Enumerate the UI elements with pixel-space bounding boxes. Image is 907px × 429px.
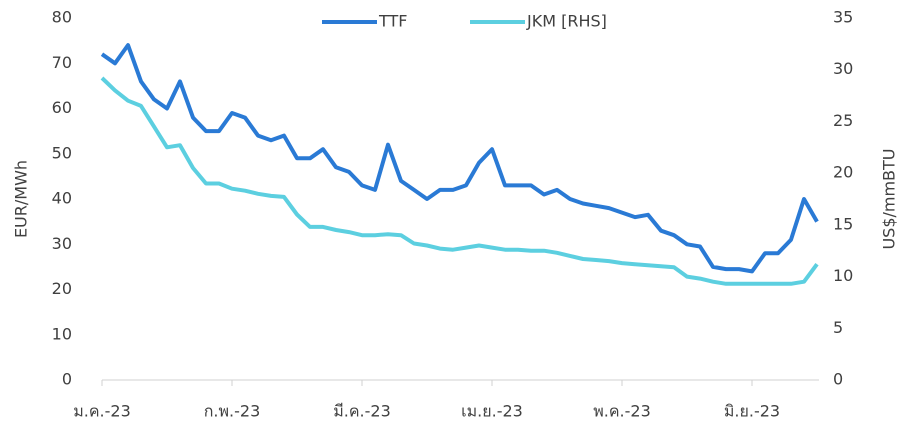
y-tick-label: 80 xyxy=(52,8,72,27)
y-tick-label: 70 xyxy=(52,53,72,72)
series-line xyxy=(100,43,819,274)
y-tick-label: 30 xyxy=(52,234,72,253)
y-tick-label: 10 xyxy=(52,324,72,343)
y2-tick-label: 5 xyxy=(833,318,843,337)
y-tick-label: 60 xyxy=(52,98,72,117)
y-tick-label: 40 xyxy=(52,189,72,208)
x-tick-label: ก.พ.-23 xyxy=(204,402,261,421)
y2-tick-label: 35 xyxy=(833,8,853,27)
y-tick-label: 20 xyxy=(52,279,72,298)
x-tick-label: เม.ย.-23 xyxy=(461,402,523,421)
y2-tick-label: 15 xyxy=(833,214,853,233)
y-axis-label: EUR/MWh xyxy=(12,160,31,238)
x-tick-label: ม.ค.-23 xyxy=(73,402,131,421)
legend-label: JKM [RHS] xyxy=(526,12,607,31)
y-tick-label: 50 xyxy=(52,143,72,162)
y2-tick-label: 20 xyxy=(833,163,853,182)
y2-tick-label: 0 xyxy=(833,370,843,389)
x-tick-label: พ.ค.-23 xyxy=(593,402,651,421)
x-tick-label: มี.ค.-23 xyxy=(333,402,391,421)
y2-tick-label: 30 xyxy=(833,59,853,78)
y2-tick-label: 25 xyxy=(833,111,853,130)
series-line xyxy=(100,76,819,286)
y2-tick-label: 10 xyxy=(833,266,853,285)
y2-axis-label: US$/mmBTU xyxy=(880,148,899,249)
y-tick-label: 0 xyxy=(62,370,72,389)
legend-label: TTF xyxy=(378,12,407,31)
x-tick-label: มิ.ย.-23 xyxy=(724,402,780,421)
